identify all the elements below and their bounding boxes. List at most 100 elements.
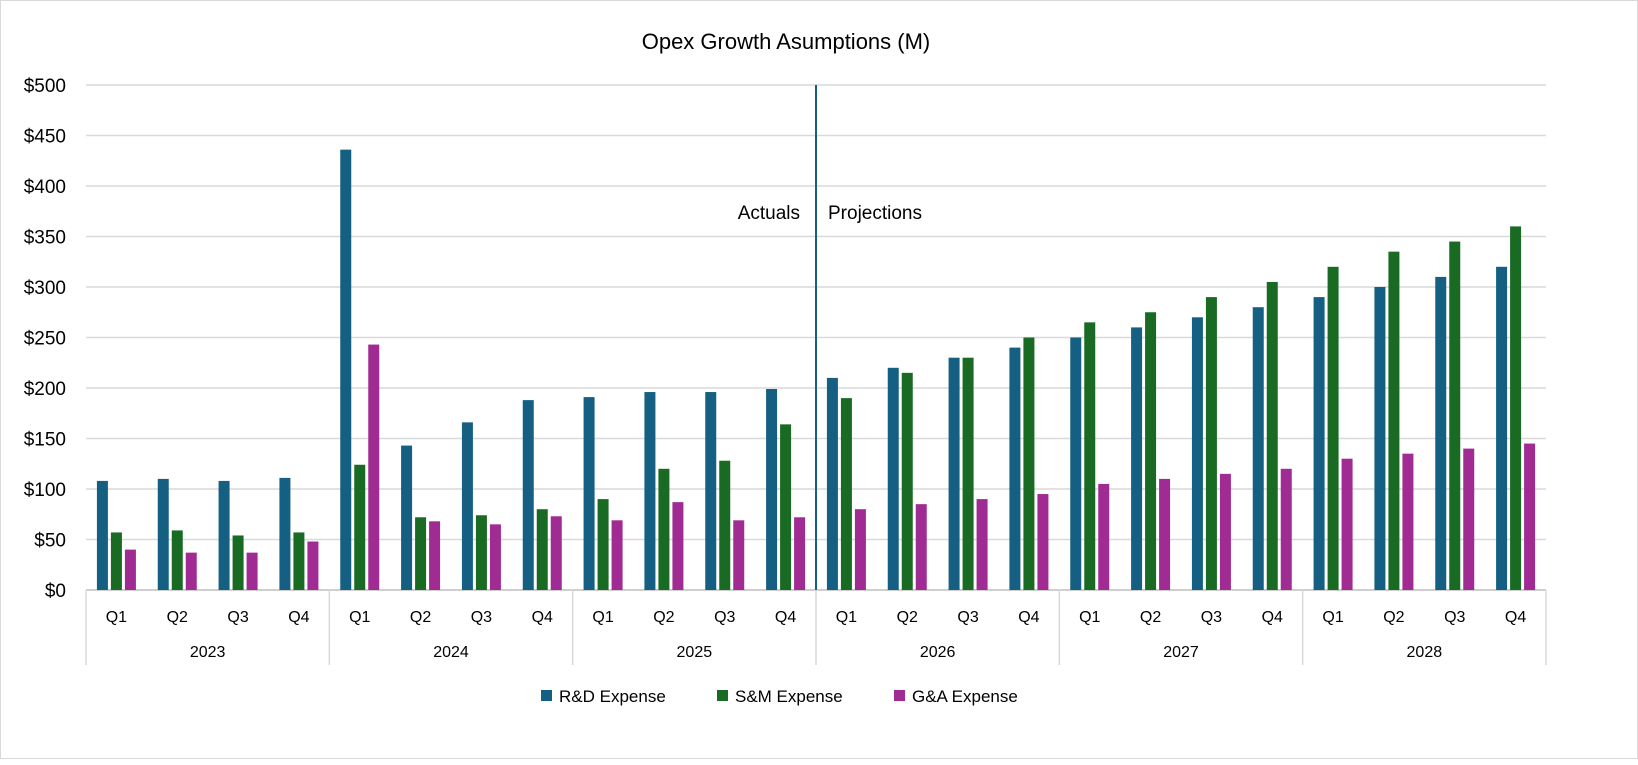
bar-sm-22 — [1449, 241, 1461, 591]
x-quarter-label: Q1 — [592, 609, 613, 626]
bar-ga-20 — [1341, 458, 1353, 590]
bar-sm-9 — [658, 468, 670, 590]
bar-sm-2 — [232, 535, 244, 590]
y-tick-label: $300 — [24, 278, 66, 299]
bar-rd-1 — [157, 478, 169, 590]
x-quarter-label: Q3 — [957, 609, 978, 626]
x-quarter-label: Q2 — [410, 609, 431, 626]
actuals-label: Actuals — [738, 203, 800, 224]
y-tick-label: $100 — [24, 480, 66, 501]
y-tick-label: $350 — [24, 228, 66, 249]
bar-rd-15 — [1009, 347, 1021, 590]
y-tick-label: $400 — [24, 177, 66, 198]
x-quarter-label: Q4 — [775, 609, 796, 626]
bar-ga-14 — [976, 499, 988, 590]
x-quarter-label: Q1 — [836, 609, 857, 626]
bar-sm-20 — [1327, 266, 1339, 590]
bar-sm-4 — [354, 464, 366, 590]
x-quarter-label: Q4 — [1262, 609, 1283, 626]
bar-ga-2 — [246, 552, 258, 590]
bar-ga-16 — [1098, 483, 1110, 590]
bar-sm-8 — [597, 499, 609, 590]
x-quarter-label: Q3 — [227, 609, 248, 626]
bar-rd-11 — [766, 389, 778, 590]
bar-sm-18 — [1205, 297, 1217, 590]
bar-ga-10 — [733, 520, 745, 590]
bar-sm-7 — [536, 509, 548, 590]
bar-ga-21 — [1402, 453, 1414, 590]
bar-ga-19 — [1280, 468, 1292, 590]
bar-sm-0 — [110, 532, 122, 590]
bar-ga-9 — [672, 502, 684, 590]
x-quarter-label: Q1 — [106, 609, 127, 626]
x-quarter-label: Q3 — [1444, 609, 1465, 626]
legend-label: R&D Expense — [559, 687, 666, 706]
legend-label: G&A Expense — [912, 687, 1018, 706]
bar-rd-16 — [1070, 337, 1082, 590]
bar-sm-23 — [1510, 226, 1522, 590]
bar-sm-12 — [840, 398, 852, 590]
x-axis: Q1 Q2 Q3 Q4 Q1 Q2 Q3 Q4 Q1 Q2 Q3 Q4 Q1 Q2 Q3 Q4 Q1 Q2 Q3 Q4… — [85, 590, 1547, 665]
bar-ga-22 — [1463, 448, 1475, 590]
bar-rd-12 — [826, 377, 838, 590]
x-year-label: 2026 — [920, 644, 956, 661]
x-quarter-label: Q4 — [288, 609, 309, 626]
bar-ga-5 — [429, 521, 441, 590]
x-quarter-label: Q1 — [1079, 609, 1100, 626]
x-quarter-label: Q2 — [167, 609, 188, 626]
y-tick-label: $250 — [24, 329, 66, 350]
y-tick-label: $500 — [24, 76, 66, 97]
x-quarter-label: Q1 — [1322, 609, 1343, 626]
bar-rd-8 — [583, 397, 595, 590]
bar-rd-17 — [1131, 327, 1143, 590]
x-quarter-label: Q2 — [653, 609, 674, 626]
y-tick-label: $200 — [24, 379, 66, 400]
bar-rd-22 — [1435, 276, 1447, 590]
bar-rd-6 — [461, 422, 473, 590]
bar-rd-13 — [887, 367, 899, 590]
bar-sm-3 — [293, 532, 305, 590]
bar-ga-18 — [1219, 473, 1231, 590]
x-quarter-label: Q3 — [471, 609, 492, 626]
bar-ga-11 — [794, 517, 806, 590]
bar-rd-23 — [1496, 266, 1508, 590]
bar-ga-17 — [1159, 478, 1171, 590]
x-quarter-label: Q4 — [1505, 609, 1526, 626]
x-year-label: 2027 — [1163, 644, 1199, 661]
bar-ga-7 — [550, 516, 562, 590]
y-axis-labels: $0 $50 $100 $150 $200 $250 $300 $350 $400 $450 $50… — [24, 76, 66, 602]
bar-ga-4 — [368, 344, 380, 590]
bar-sm-6 — [475, 515, 487, 590]
bar-sm-19 — [1266, 281, 1278, 590]
x-quarter-label: Q2 — [897, 609, 918, 626]
bar-sm-5 — [415, 517, 427, 590]
bar-rd-4 — [340, 149, 352, 590]
projections-label: Projections — [828, 203, 922, 224]
y-tick-label: $150 — [24, 430, 66, 451]
bar-rd-14 — [948, 357, 960, 590]
bar-rd-19 — [1252, 307, 1264, 590]
bar-sm-1 — [171, 530, 183, 590]
bar-ga-6 — [489, 524, 501, 590]
legend-swatch — [894, 690, 905, 701]
bars — [96, 149, 1536, 591]
y-tick-label: $0 — [45, 581, 66, 602]
bar-sm-13 — [901, 372, 913, 590]
bar-sm-16 — [1084, 322, 1096, 590]
bar-ga-15 — [1037, 494, 1049, 590]
y-tick-label: $450 — [24, 127, 66, 148]
x-quarter-label: Q2 — [1383, 609, 1404, 626]
bar-ga-0 — [124, 549, 136, 590]
x-year-label: 2023 — [190, 644, 226, 661]
bar-ga-8 — [611, 520, 623, 590]
bar-ga-3 — [307, 541, 319, 590]
x-quarter-label: Q2 — [1140, 609, 1161, 626]
legend-label: S&M Expense — [735, 687, 843, 706]
bar-rd-9 — [644, 392, 656, 590]
legend: R&D Expense S&M Expense G&A Expense — [541, 687, 1018, 706]
x-year-label: 2025 — [677, 644, 713, 661]
bar-ga-12 — [854, 509, 866, 590]
x-year-label: 2024 — [433, 644, 469, 661]
bar-sm-21 — [1388, 251, 1400, 590]
